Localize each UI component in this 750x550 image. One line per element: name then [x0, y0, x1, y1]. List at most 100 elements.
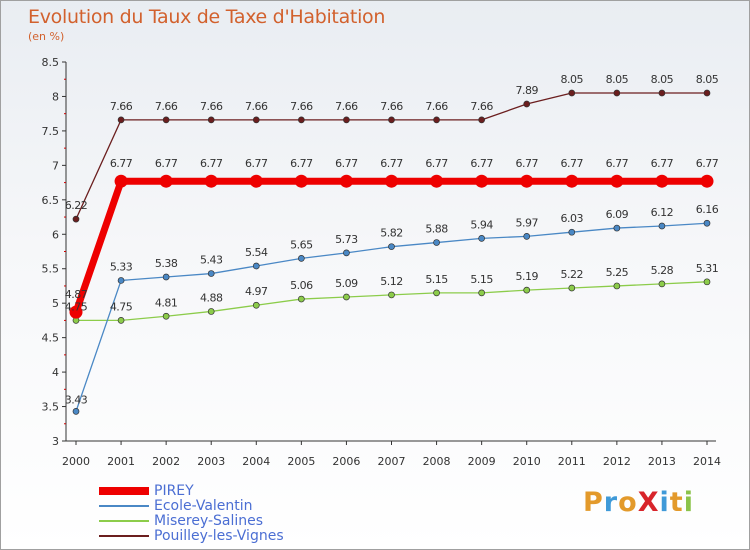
data-point	[69, 305, 83, 319]
data-point	[249, 174, 263, 188]
series-2	[72, 278, 711, 324]
data-label: 8.05	[651, 73, 674, 86]
data-label: 5.06	[290, 279, 313, 292]
chart-title: Evolution du Taux de Taxe d'Habitation	[28, 6, 386, 28]
logo-letter: i	[659, 487, 670, 518]
data-label: 7.66	[425, 100, 448, 113]
y-tick-label: 4.5	[42, 332, 60, 345]
y-tick-label: 8	[52, 90, 59, 103]
data-point	[523, 232, 531, 240]
y-tick-label: 5	[52, 297, 59, 310]
data-label: 7.66	[110, 100, 133, 113]
y-tick-label: 3.5	[42, 401, 60, 414]
data-point	[339, 174, 353, 188]
data-label: 6.03	[561, 212, 584, 225]
data-label: 4.88	[200, 291, 223, 304]
data-point	[298, 255, 305, 262]
data-label: 6.77	[425, 157, 448, 170]
data-point	[613, 89, 621, 97]
legend-swatch	[99, 520, 149, 522]
data-label: 7.66	[335, 100, 358, 113]
data-label: 8.05	[561, 73, 584, 86]
x-tick-label: 2013	[648, 455, 676, 468]
data-point	[610, 174, 624, 188]
data-label: 5.12	[380, 275, 403, 288]
data-label: 6.77	[245, 157, 268, 170]
axes: 3 3.5 4 4.5 5 5.5 6 6.5 7 7.5 8 8.5 2000 2001 2002 2003…	[42, 56, 722, 468]
y-tick-label: 7	[52, 159, 59, 172]
data-point	[117, 317, 125, 324]
data-point	[658, 280, 666, 288]
data-label: 7.66	[290, 100, 313, 113]
data-label: 7.89	[515, 84, 538, 97]
y-tick-label: 5.5	[42, 263, 60, 276]
data-label: 6.77	[335, 157, 358, 170]
data-point	[703, 278, 711, 286]
data-label: 5.38	[155, 257, 178, 270]
legend-swatch	[99, 487, 149, 495]
data-point	[568, 89, 576, 97]
data-point	[162, 273, 170, 281]
data-point	[658, 89, 666, 97]
data-label: 6.16	[696, 203, 719, 216]
data-point	[207, 116, 215, 124]
data-label: 6.77	[200, 157, 223, 170]
data-point	[343, 116, 350, 124]
y-tick-label: 3	[52, 435, 59, 448]
data-point	[388, 291, 395, 299]
x-tick-label: 2004	[242, 455, 270, 468]
legend-item: Miserey-Salines	[99, 513, 399, 529]
data-label: 7.66	[245, 100, 268, 113]
data-label: 5.97	[515, 216, 538, 229]
legend-label: Ecole-Valentin	[154, 498, 253, 514]
data-point	[568, 228, 576, 236]
data-label: 7.66	[470, 100, 493, 113]
proxiti-logo: ProXiti	[583, 487, 694, 518]
legend-label: PIREY	[154, 483, 194, 499]
data-label: 8.05	[606, 73, 629, 86]
data-point	[658, 222, 666, 230]
logo-letter: i	[683, 487, 694, 518]
data-label: 5.94	[470, 218, 493, 231]
series-line	[75, 222, 708, 412]
y-tick-label: 4	[52, 366, 59, 379]
data-label: 6.77	[651, 157, 674, 170]
data-point	[703, 89, 711, 97]
data-point	[568, 284, 576, 292]
data-label: 6.77	[606, 157, 629, 170]
data-point	[294, 174, 308, 188]
data-label: 4.81	[155, 296, 178, 309]
data-label: 5.43	[200, 254, 223, 267]
data-point	[433, 289, 440, 297]
data-point	[252, 262, 260, 270]
y-unit-label: (en %)	[28, 30, 65, 43]
legend-label: Pouilley-les-Vignes	[154, 528, 284, 544]
data-point	[700, 174, 714, 188]
series-layer	[69, 89, 714, 415]
data-point	[433, 116, 440, 124]
data-point	[703, 219, 711, 227]
data-point	[388, 116, 395, 124]
legend-item: Pouilley-les-Vignes	[99, 528, 399, 544]
x-tick-label: 2014	[693, 455, 721, 468]
data-point	[114, 174, 128, 188]
data-point	[252, 116, 260, 124]
data-point	[162, 312, 170, 320]
data-label: 6.77	[515, 157, 538, 170]
data-label: 5.25	[606, 266, 629, 279]
data-point	[565, 174, 579, 188]
x-tick-label: 2007	[378, 455, 406, 468]
x-tick-label: 2011	[558, 455, 586, 468]
data-point	[478, 235, 485, 242]
y-tick-label: 7.5	[42, 125, 60, 138]
legend-label: Miserey-Salines	[154, 513, 264, 529]
x-tick-label: 2003	[197, 455, 225, 468]
data-label: 3.43	[65, 393, 88, 406]
data-point	[520, 174, 534, 188]
data-label: 6.77	[696, 157, 719, 170]
legend-swatch	[99, 535, 149, 537]
data-point	[72, 408, 80, 415]
data-label: 6.09	[606, 208, 629, 221]
data-point	[430, 174, 444, 188]
